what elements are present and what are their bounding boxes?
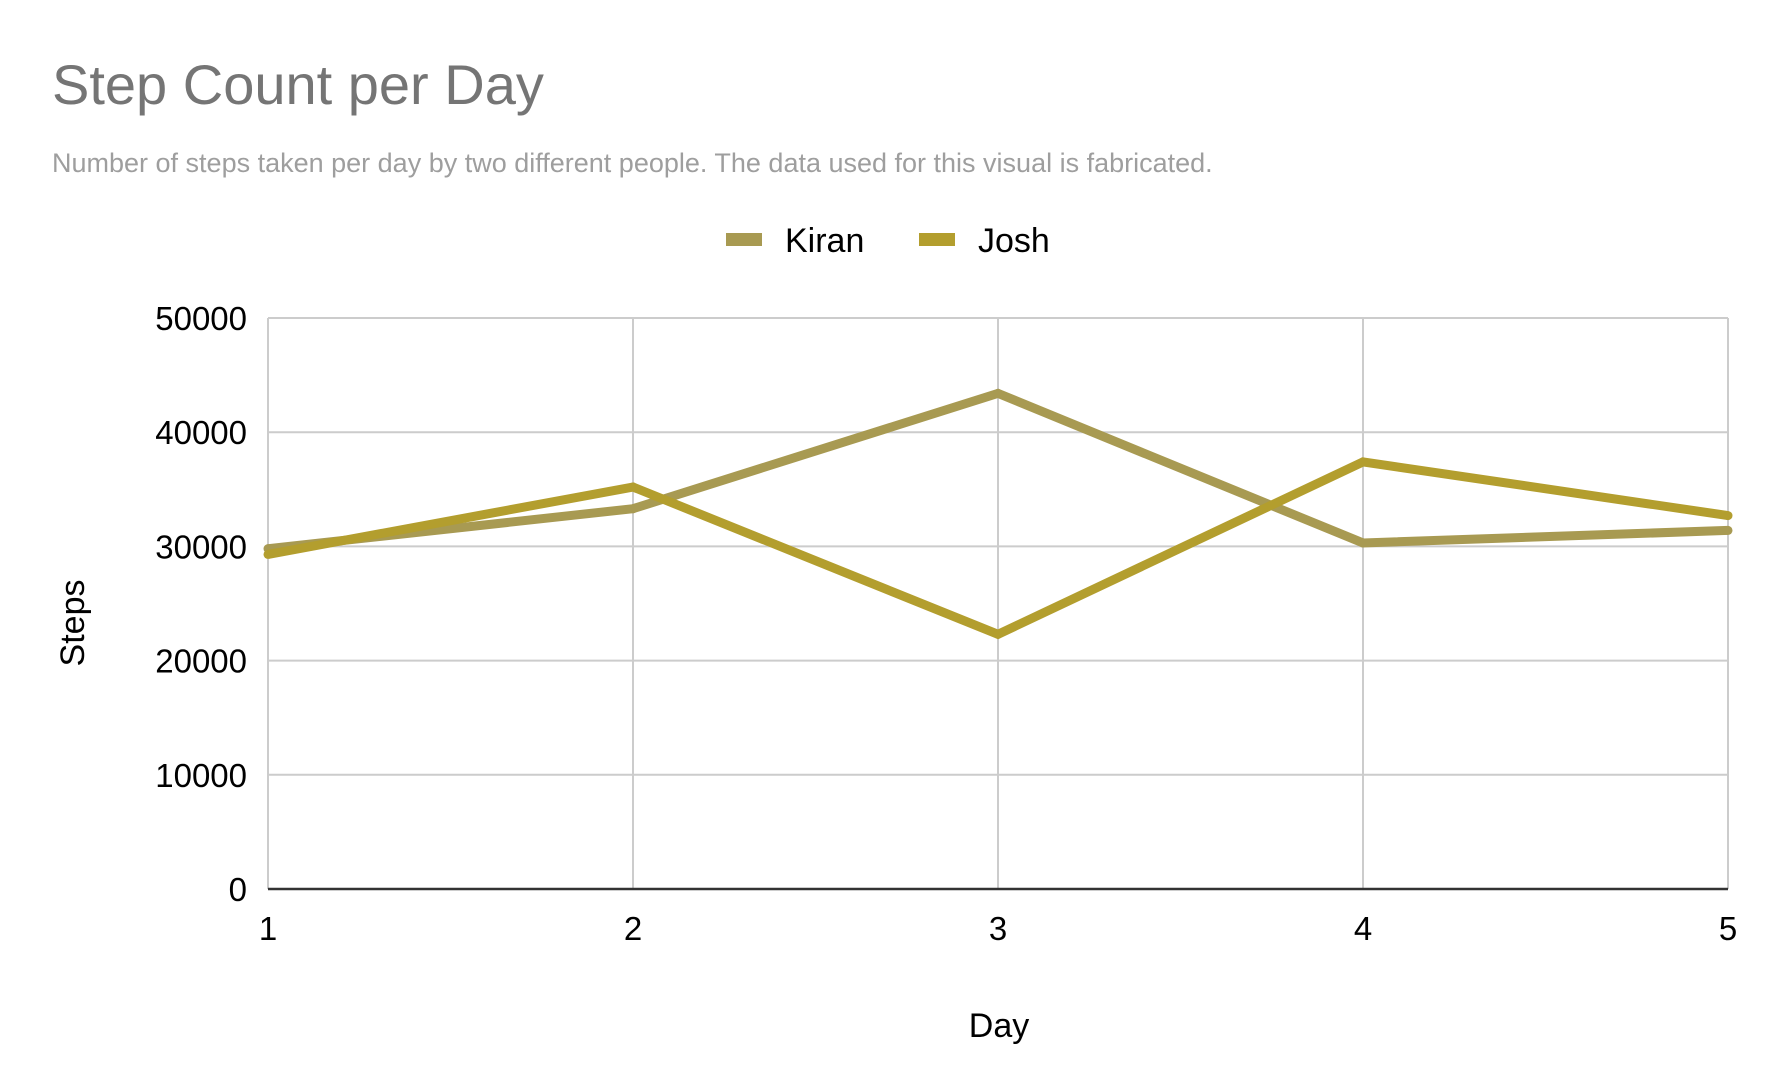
y-axis-label: Steps [54,580,92,667]
legend: Kiran Josh [726,222,1050,260]
y-tick-label: 30000 [155,528,247,565]
data-point-josh [263,549,273,559]
x-tick-label: 5 [1719,910,1737,947]
x-axis-label: Day [969,1007,1029,1045]
data-point-josh [628,482,638,492]
data-point-kiran [1358,538,1368,548]
y-tick-label: 40000 [155,414,247,451]
data-point-kiran [993,388,1003,398]
y-tick-label: 20000 [155,643,247,680]
data-point-kiran [628,504,638,514]
legend-swatch-josh [919,233,955,246]
data-point-kiran [1723,525,1733,535]
x-tick-label: 3 [989,910,1007,947]
x-tick-label: 1 [259,910,277,947]
grid-lines [267,317,1729,889]
data-point-josh [1723,511,1733,521]
legend-swatch-kiran [726,233,762,246]
x-tick-label: 2 [624,910,642,947]
chart-subtitle: Number of steps taken per day by two dif… [52,148,1213,178]
series-lines [263,388,1733,640]
tick-labels: 0 10000 20000 30000 40000 50000 1 2 3 4 5 [155,300,1737,947]
y-tick-label: 0 [229,871,247,908]
y-tick-label: 10000 [155,757,247,794]
legend-label-kiran: Kiran [785,222,864,260]
data-point-josh [1358,457,1368,467]
y-tick-label: 50000 [155,300,247,337]
chart-title: Step Count per Day [52,53,544,116]
x-tick-label: 4 [1354,910,1372,947]
data-point-josh [993,629,1003,639]
legend-label-josh: Josh [978,222,1050,260]
